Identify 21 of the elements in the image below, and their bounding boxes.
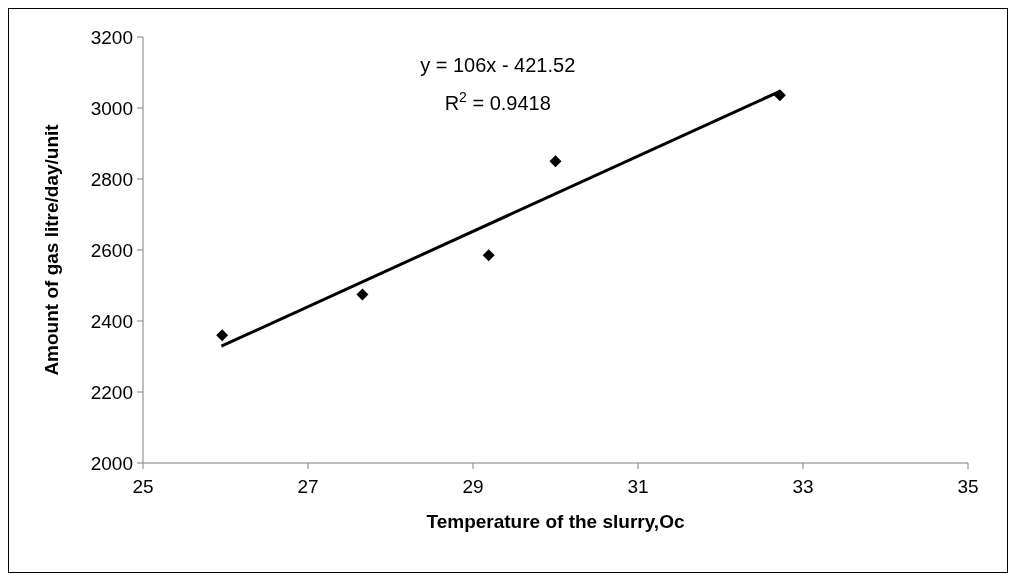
y-tick-label: 2400 (90, 310, 133, 332)
annotation: R$^{2}$ = 0.9418 (444, 89, 551, 114)
point (356, 288, 369, 301)
point (216, 329, 229, 342)
x-tick-label: 35 (957, 476, 979, 497)
x-tick-label: 31 (627, 476, 649, 497)
annotation: y = 106x - 421.52 (420, 54, 576, 76)
x-tick-label: 29 (462, 476, 484, 497)
y-tick-label: 3200 (90, 26, 133, 48)
y-tick-label: 2200 (90, 381, 133, 403)
x-tick-label: 25 (132, 476, 154, 497)
x-tick-label: 33 (792, 476, 814, 497)
point (482, 249, 495, 262)
point (549, 155, 562, 168)
y-axis-title: Amount of gas litre/day/unit (41, 123, 62, 376)
y-tick-label: 2600 (90, 239, 133, 261)
y-tick-label: 3000 (90, 97, 133, 119)
y-tick-label: 2000 (90, 452, 133, 474)
x-tick-label: 27 (297, 476, 319, 497)
x-axis-title: Temperature of the slurry,Oc (426, 511, 685, 532)
y-tick-label: 2800 (90, 168, 133, 190)
